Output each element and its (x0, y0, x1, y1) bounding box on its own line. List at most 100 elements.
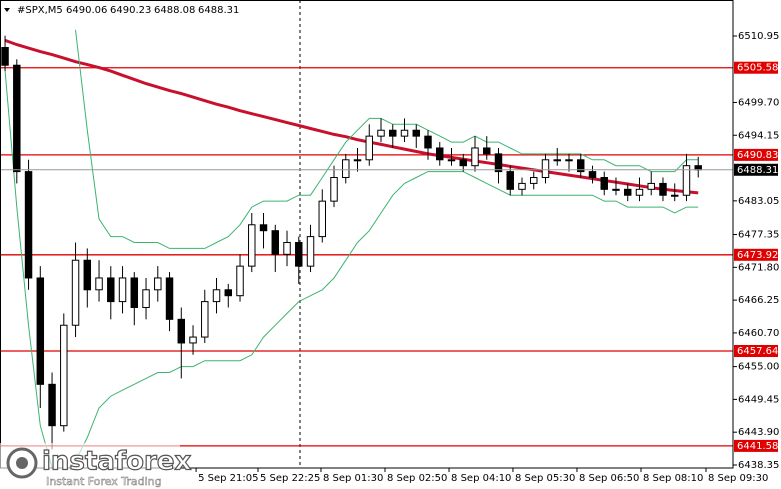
candle-body (553, 159, 561, 162)
quote-value: 6490.23 (110, 5, 151, 16)
x-tick-label: 8 Sep 05:30 (515, 473, 575, 484)
candle-body (212, 289, 221, 303)
candle-body (588, 171, 597, 179)
plot-area (0, 29, 733, 468)
candle-body (565, 159, 573, 162)
candle-body (659, 182, 667, 196)
candle-body (471, 147, 479, 167)
quote: 6490.06 6490.23 6488.08 6488.31 (66, 5, 239, 16)
level-label: 6505.58 (737, 63, 778, 74)
candle-body (447, 159, 456, 162)
y-tick-label: 6455.00 (738, 362, 779, 373)
candle-body (318, 200, 326, 238)
candle-body (118, 277, 127, 303)
x-tick-label: 5 Sep 21:05 (198, 473, 258, 484)
candle-body (530, 177, 538, 184)
candle-body (365, 135, 373, 161)
x-tick-label: 8 Sep 02:50 (387, 473, 447, 484)
candle-body (412, 129, 420, 137)
candle-body (283, 242, 291, 255)
candle-body (83, 259, 92, 291)
level-label-box (734, 148, 778, 161)
y-tick-label: 6449.45 (738, 394, 779, 405)
candle-body (330, 177, 338, 202)
candle-body (306, 236, 315, 267)
level-label-box (734, 61, 778, 74)
candle-body (154, 277, 162, 291)
candle-body (107, 277, 115, 303)
level-label-box (734, 248, 778, 261)
quote-value: 6490.06 (66, 5, 107, 16)
candle-body (71, 259, 80, 326)
y-tick-label: 6510.95 (738, 31, 779, 42)
candle-body (201, 301, 209, 338)
candle-body (436, 147, 444, 161)
logo-icon-core (16, 457, 28, 469)
bollinger-band (75, 29, 699, 249)
y-tick-label: 6460.70 (738, 328, 779, 339)
y-tick-label: 6494.15 (738, 130, 779, 141)
candle-body (60, 324, 68, 427)
level-label-box (734, 439, 778, 452)
candle-body (130, 277, 139, 309)
x-tick-label: 8 Sep 04:10 (451, 473, 511, 484)
quote-value: 6488.08 (154, 5, 195, 16)
candle-body (248, 224, 256, 267)
candle-body (177, 318, 186, 344)
x-tick-label: 5 Sep 22:25 (260, 473, 320, 484)
x-tick-label: 8 Sep 08:10 (643, 473, 703, 484)
candle-body (389, 129, 397, 137)
y-tick-label: 6483.05 (738, 196, 779, 207)
menu-arrow[interactable] (4, 8, 10, 12)
candle-body (259, 224, 268, 232)
moving-average (4, 38, 699, 195)
y-tick-label: 6499.70 (738, 97, 779, 108)
candle-body (694, 165, 702, 171)
candle-body (577, 159, 585, 173)
candle-body (635, 188, 644, 196)
candle-body (224, 289, 233, 297)
candle-body (13, 64, 21, 173)
candle-body (189, 336, 197, 344)
candle-body (541, 159, 550, 179)
candle-body (142, 289, 150, 309)
candle-body (483, 147, 491, 155)
candle-body (682, 165, 691, 196)
x-tick-label: 8 Sep 06:50 (579, 473, 639, 484)
candle-body (494, 153, 503, 173)
y-tick-label: 6438.35 (738, 460, 779, 471)
y-tick-label: 6466.25 (738, 295, 779, 306)
candle-body (95, 277, 103, 291)
candle-body (624, 188, 632, 196)
candle-body (1, 47, 9, 66)
y-tick-label: 6477.35 (738, 230, 779, 241)
candle-body (459, 159, 467, 167)
candle-body (342, 159, 350, 179)
candle-body (165, 277, 174, 320)
brand: instaforex (42, 447, 192, 477)
candle-body (36, 277, 45, 385)
candle-body (518, 182, 526, 190)
level-label: 6490.83 (737, 150, 778, 161)
x-tick-label: 8 Sep 09:30 (708, 473, 768, 484)
candle-body (271, 230, 280, 255)
quote-value: 6488.31 (198, 5, 239, 16)
candle-body (24, 171, 33, 279)
candle-body (647, 182, 655, 190)
candle-body (400, 129, 409, 137)
candle-body (48, 383, 56, 427)
candle-body (236, 265, 244, 297)
candle-body (424, 135, 432, 149)
logo: instaforex Instant Forex Trading (0, 443, 192, 489)
candle-body (670, 194, 679, 197)
candle-body (377, 129, 385, 137)
y-tick-label: 6443.90 (738, 427, 779, 438)
candle-body (353, 159, 362, 162)
bollinger-band (4, 71, 699, 468)
level-label: 6473.92 (737, 250, 778, 261)
level-label: 6441.58 (737, 441, 778, 452)
x-tick-label: 8 Sep 01:30 (323, 473, 383, 484)
level-label-box (734, 345, 778, 357)
